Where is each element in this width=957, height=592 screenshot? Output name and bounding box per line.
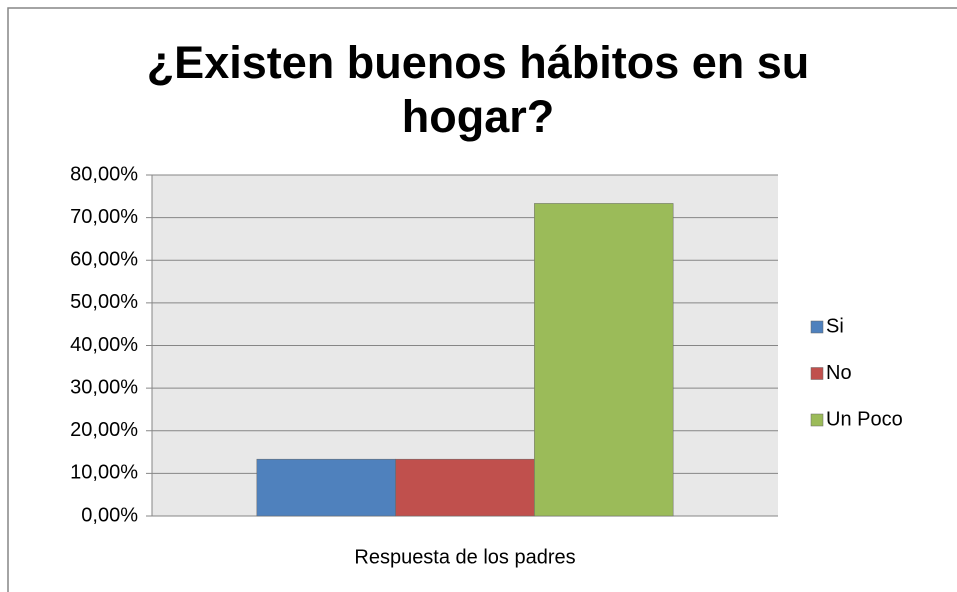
y-tick-label: 80,00%	[70, 163, 138, 185]
y-tick-label: 40,00%	[70, 334, 138, 356]
y-tick-label: 20,00%	[70, 419, 138, 441]
bar	[395, 458, 535, 517]
legend-swatch	[810, 367, 824, 380]
legend-label: Un Poco	[826, 408, 903, 430]
legend-label: Si	[826, 315, 844, 337]
chart-title: ¿Existen buenos hábitos en su hogar?	[146, 37, 810, 142]
bar	[534, 203, 674, 517]
bar	[256, 458, 396, 517]
legend-label: No	[826, 362, 852, 384]
legend-swatch	[810, 413, 824, 427]
legend-swatch	[810, 320, 824, 334]
y-tick-label: 50,00%	[70, 291, 138, 313]
y-tick-label: 30,00%	[70, 376, 138, 398]
x-tick-label: Respuesta de los padres	[354, 546, 575, 568]
y-tick-label: 10,00%	[70, 462, 138, 484]
y-tick-label: 0,00%	[81, 504, 138, 526]
y-tick-label: 70,00%	[70, 206, 138, 228]
y-tick-label: 60,00%	[70, 249, 138, 271]
